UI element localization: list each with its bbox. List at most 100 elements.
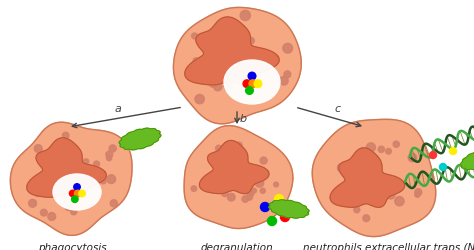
Polygon shape (330, 148, 405, 208)
Polygon shape (10, 123, 132, 236)
Circle shape (246, 88, 254, 96)
Polygon shape (119, 128, 161, 150)
Circle shape (107, 175, 116, 184)
Circle shape (338, 165, 343, 170)
Circle shape (63, 133, 69, 139)
Circle shape (249, 80, 257, 88)
Circle shape (188, 74, 194, 80)
Text: degranulation: degranulation (201, 242, 273, 250)
Circle shape (260, 158, 267, 164)
Circle shape (106, 152, 113, 158)
Circle shape (251, 188, 256, 193)
Circle shape (205, 52, 216, 62)
Circle shape (193, 58, 199, 64)
Polygon shape (461, 149, 474, 170)
Circle shape (224, 155, 230, 161)
Circle shape (216, 146, 222, 152)
Text: phagocytosis: phagocytosis (38, 242, 106, 250)
Circle shape (34, 188, 42, 197)
Circle shape (255, 179, 264, 187)
Circle shape (242, 196, 248, 202)
Circle shape (222, 191, 228, 197)
Circle shape (337, 164, 346, 172)
Circle shape (107, 156, 112, 161)
Text: b: b (239, 114, 246, 124)
Circle shape (383, 194, 389, 200)
Circle shape (34, 145, 42, 153)
Polygon shape (185, 18, 279, 86)
Circle shape (109, 145, 116, 152)
Circle shape (70, 152, 79, 161)
Circle shape (378, 146, 384, 153)
Circle shape (204, 72, 213, 81)
Circle shape (248, 73, 256, 80)
Circle shape (28, 200, 36, 207)
Circle shape (267, 217, 276, 226)
Circle shape (243, 80, 251, 88)
Polygon shape (269, 200, 309, 218)
Circle shape (261, 203, 270, 212)
Circle shape (393, 142, 400, 148)
Circle shape (342, 188, 347, 193)
Polygon shape (200, 141, 269, 194)
Circle shape (246, 194, 253, 200)
Circle shape (100, 178, 106, 184)
Circle shape (386, 149, 392, 154)
Circle shape (449, 148, 456, 155)
Circle shape (195, 95, 204, 104)
Circle shape (79, 190, 85, 197)
Circle shape (93, 162, 100, 167)
Circle shape (354, 207, 360, 213)
Circle shape (71, 209, 77, 215)
Polygon shape (312, 120, 436, 236)
Circle shape (366, 143, 375, 152)
Circle shape (191, 186, 197, 192)
Circle shape (224, 82, 233, 91)
Circle shape (191, 34, 198, 40)
Circle shape (281, 213, 290, 222)
Circle shape (363, 215, 370, 222)
Circle shape (253, 84, 261, 91)
Circle shape (65, 204, 72, 211)
Ellipse shape (224, 61, 280, 104)
Polygon shape (184, 126, 293, 228)
Circle shape (69, 190, 76, 197)
Text: c: c (335, 104, 341, 114)
Circle shape (386, 190, 395, 199)
Circle shape (415, 189, 422, 196)
Circle shape (251, 168, 260, 177)
Circle shape (235, 142, 242, 149)
Polygon shape (173, 8, 301, 124)
Circle shape (40, 210, 47, 216)
Ellipse shape (53, 174, 101, 210)
Circle shape (280, 77, 288, 86)
Circle shape (209, 70, 217, 78)
Circle shape (110, 200, 118, 207)
Circle shape (213, 46, 219, 52)
Circle shape (415, 192, 420, 198)
Circle shape (346, 198, 356, 207)
Circle shape (395, 197, 404, 206)
Circle shape (248, 191, 254, 196)
Circle shape (240, 11, 250, 22)
Circle shape (72, 196, 78, 203)
Circle shape (254, 80, 262, 88)
Circle shape (273, 182, 278, 187)
Circle shape (246, 87, 253, 95)
Circle shape (260, 188, 265, 194)
Circle shape (226, 39, 237, 50)
Circle shape (274, 195, 283, 204)
Polygon shape (27, 138, 106, 198)
Circle shape (228, 194, 235, 201)
Circle shape (74, 190, 81, 197)
Circle shape (55, 158, 64, 166)
Circle shape (283, 44, 292, 54)
Circle shape (209, 78, 219, 88)
Circle shape (48, 213, 55, 220)
Text: neutrophils extracellular traps (NETs): neutrophils extracellular traps (NETs) (303, 242, 474, 250)
Circle shape (408, 154, 417, 162)
Circle shape (343, 195, 352, 204)
Circle shape (214, 83, 222, 92)
Circle shape (429, 152, 437, 159)
Circle shape (83, 159, 89, 164)
